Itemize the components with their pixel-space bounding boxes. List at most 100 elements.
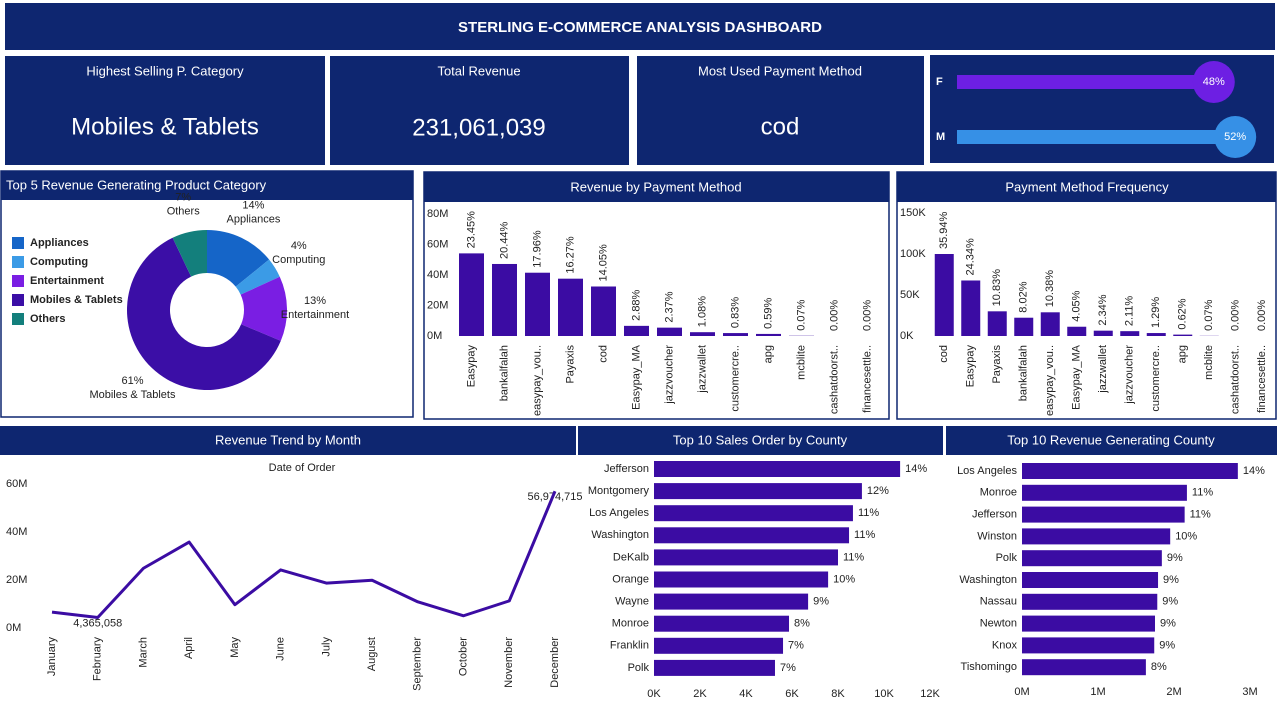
y-tick-label: Wayne — [615, 596, 649, 608]
panel-title-bar — [0, 426, 576, 455]
chart-title: Revenue by Payment Method — [570, 179, 741, 194]
x-tick-label: 0K — [647, 688, 661, 700]
donut-slice — [235, 259, 280, 295]
bar — [654, 461, 901, 477]
x-tick-label: jazzwallet — [1097, 345, 1109, 394]
slice-category-label: Mobiles & Tablets — [89, 389, 176, 401]
value-label: 52% — [1224, 131, 1246, 143]
value-label: 16.27% — [564, 236, 576, 274]
x-tick-label: November — [503, 637, 515, 688]
x-tick-label: October — [457, 637, 469, 676]
y-tick-label: F — [936, 76, 943, 88]
bar — [957, 130, 1236, 144]
x-tick-label: customercre.. — [1150, 345, 1162, 412]
chart-title: Top 10 Revenue Generating County — [1007, 432, 1215, 447]
value-label: 7% — [780, 662, 796, 674]
x-tick-label: bankalfalah — [1018, 345, 1030, 401]
bar — [1022, 615, 1155, 632]
slice-category-label: Others — [167, 206, 201, 218]
y-tick-label: Tishomingo — [961, 661, 1017, 673]
y-tick-label: DeKalb — [613, 551, 649, 563]
bar — [591, 286, 616, 336]
bar — [1173, 334, 1193, 336]
x-tick-label: financesettle.. — [1256, 345, 1268, 413]
bar — [1014, 317, 1034, 336]
x-tick-label: Payaxis — [991, 345, 1003, 384]
bar — [1022, 593, 1158, 610]
kpi-label: Most Used Payment Method — [698, 63, 862, 78]
kpi-label: Total Revenue — [437, 63, 520, 78]
x-tick-label: 8K — [831, 688, 845, 700]
header-bar — [5, 3, 1275, 50]
y-tick-label: Franklin — [610, 640, 649, 652]
slice-value-label: 13% — [304, 295, 326, 307]
x-tick-label: Easypay_MA — [1071, 344, 1083, 409]
y-tick-label: Nassau — [980, 596, 1017, 608]
bar — [654, 637, 784, 654]
panel-title-bar — [578, 426, 943, 455]
x-tick-label: jazzwallet — [696, 345, 708, 394]
value-label: 56,974,715 — [527, 491, 582, 503]
bar — [961, 280, 981, 336]
bar — [1067, 326, 1087, 336]
bar — [654, 505, 853, 522]
y-tick-label: Monroe — [980, 487, 1017, 499]
bar — [690, 332, 715, 336]
slice-value-label: 61% — [121, 375, 143, 387]
bar — [1022, 572, 1159, 588]
value-label: 48% — [1203, 76, 1225, 88]
legend-swatch — [12, 237, 24, 249]
x-tick-label: September — [412, 637, 424, 691]
x-tick-label: 2K — [693, 688, 707, 700]
x-tick-label: cod — [938, 345, 950, 363]
x-tick-label: apg — [1177, 345, 1189, 363]
bar — [957, 75, 1214, 89]
legend-label: Appliances — [30, 237, 89, 249]
value-label: 14% — [1243, 465, 1265, 477]
value-label: 35.94% — [938, 211, 950, 249]
bar — [1093, 330, 1113, 336]
y-tick-label: Polk — [996, 552, 1018, 564]
bar — [1022, 637, 1155, 654]
value-label: 0.62% — [1177, 298, 1189, 329]
x-tick-label: July — [320, 637, 332, 657]
value-label: 7% — [788, 640, 804, 652]
slice-category-label: Appliances — [227, 213, 281, 225]
x-tick-label: 12K — [920, 688, 940, 700]
bar — [1022, 659, 1146, 676]
value-label: 2.34% — [1097, 294, 1109, 325]
bar — [1040, 312, 1060, 336]
slice-value-label: 4% — [291, 240, 307, 252]
value-label: 2.88% — [630, 289, 642, 320]
bar — [654, 527, 850, 544]
donut-slice — [126, 237, 281, 391]
kpi-value: cod — [761, 113, 800, 140]
x-tick-label: June — [275, 637, 287, 661]
y-tick-label: M — [936, 131, 945, 143]
x-tick-label: cashatdoorst.. — [1230, 345, 1242, 414]
y-tick-label: 60M — [6, 478, 27, 490]
bar — [1022, 484, 1187, 501]
donut-slice — [240, 276, 288, 341]
value-label: 0.00% — [828, 300, 840, 331]
bar — [1022, 506, 1185, 523]
x-tick-label: December — [549, 637, 561, 688]
x-tick-label: 6K — [785, 688, 799, 700]
bar — [459, 253, 484, 336]
legend-label: Others — [30, 313, 65, 325]
bar — [1022, 463, 1238, 479]
line — [51, 490, 557, 620]
x-tick-label: cod — [597, 345, 609, 363]
y-tick-label: 20M — [6, 574, 27, 586]
bar — [654, 483, 862, 500]
x-tick-label: January — [46, 637, 58, 677]
legend-swatch — [12, 256, 24, 268]
value-label: 20.44% — [498, 221, 510, 259]
value-label: 9% — [1159, 639, 1175, 651]
bar — [654, 549, 838, 566]
value-label: 10.83% — [991, 269, 1003, 307]
donut-slice — [207, 230, 270, 287]
bar — [1120, 331, 1140, 336]
panel — [896, 171, 1277, 420]
